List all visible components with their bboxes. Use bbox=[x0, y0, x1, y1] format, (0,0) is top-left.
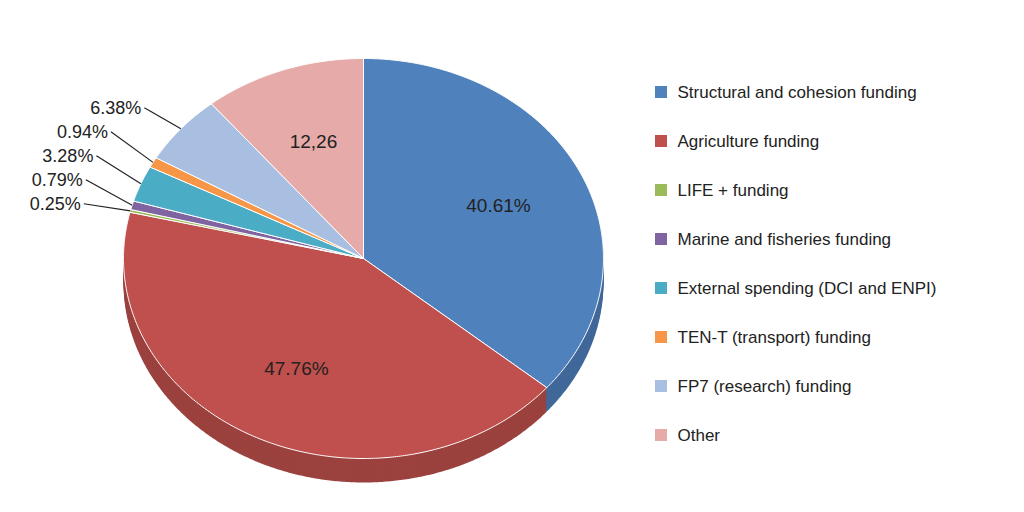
svg-text:Agriculture funding: Agriculture funding bbox=[678, 132, 820, 151]
svg-text:0.25%: 0.25% bbox=[30, 194, 81, 214]
svg-text:3.28%: 3.28% bbox=[42, 146, 93, 166]
svg-text:LIFE + funding: LIFE + funding bbox=[678, 181, 789, 200]
svg-text:TEN-T (transport) funding: TEN-T (transport) funding bbox=[678, 328, 871, 347]
svg-text:12,26: 12,26 bbox=[290, 131, 338, 152]
svg-text:FP7 (research) funding: FP7 (research) funding bbox=[678, 377, 852, 396]
svg-text:External spending (DCI and ENP: External spending (DCI and ENPI) bbox=[678, 279, 937, 298]
svg-text:0.79%: 0.79% bbox=[32, 170, 83, 190]
svg-text:Marine and fisheries funding: Marine and fisheries funding bbox=[678, 230, 892, 249]
svg-text:0.94%: 0.94% bbox=[57, 122, 108, 142]
svg-text:Other: Other bbox=[678, 426, 721, 445]
svg-text:40.61%: 40.61% bbox=[466, 195, 531, 216]
svg-text:47.76%: 47.76% bbox=[264, 358, 329, 379]
svg-text:6.38%: 6.38% bbox=[90, 98, 141, 118]
svg-text:Structural and cohesion fundin: Structural and cohesion funding bbox=[678, 83, 917, 102]
